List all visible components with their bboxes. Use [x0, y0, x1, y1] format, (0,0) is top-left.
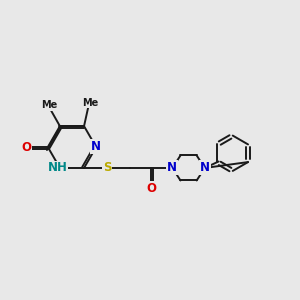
- Text: S: S: [103, 161, 111, 175]
- Text: NH: NH: [48, 161, 68, 175]
- Text: N: N: [200, 160, 210, 174]
- Text: O: O: [146, 182, 156, 195]
- Text: N: N: [167, 160, 177, 174]
- Text: N: N: [91, 140, 101, 153]
- Text: Me: Me: [41, 100, 58, 110]
- Text: Me: Me: [82, 98, 98, 108]
- Text: O: O: [21, 141, 31, 154]
